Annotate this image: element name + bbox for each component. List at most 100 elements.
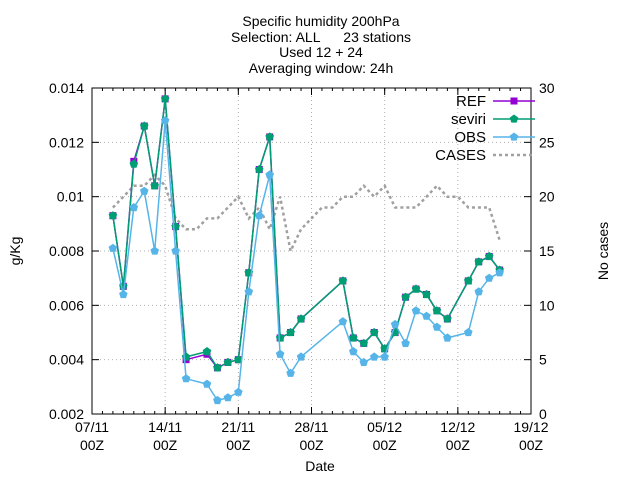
data-point-seviri	[338, 276, 348, 285]
data-point-obs	[265, 170, 274, 179]
title-line-3: Used 12 + 24	[279, 44, 363, 60]
data-point-seviri	[213, 363, 222, 372]
data-point-obs	[349, 347, 358, 356]
legend-item-seviri: seviri	[451, 111, 535, 128]
data-point-obs	[359, 357, 368, 366]
data-point-obs	[213, 395, 222, 405]
y2-tick-label: 25	[539, 134, 555, 150]
y2-tick-label: 30	[539, 80, 555, 96]
x-tick-label-date: 28/11	[295, 419, 329, 435]
y-tick-label: 0.006	[49, 297, 84, 313]
data-point-seviri	[202, 347, 212, 356]
data-point-seviri	[275, 333, 285, 342]
x-tick-label-date: 07/11	[75, 419, 109, 435]
data-point-obs	[234, 387, 243, 396]
x-tick-label-date: 12/12	[440, 419, 475, 435]
data-point-obs	[369, 352, 379, 361]
y2-tick-label: 15	[539, 243, 555, 259]
chart-title: Specific humidity 200hPa Selection: ALL …	[231, 13, 411, 76]
legend-label: REF	[456, 93, 486, 110]
legend-marker	[509, 132, 519, 141]
legend-label: OBS	[454, 129, 486, 146]
y2-axis-label: No cases	[595, 222, 611, 280]
data-point-obs	[160, 116, 170, 125]
y-tick-label: 0.014	[49, 80, 84, 96]
data-point-seviri	[464, 276, 473, 285]
data-point-seviri	[181, 352, 191, 361]
legend-marker	[510, 97, 518, 105]
legend-label: seviri	[451, 111, 486, 128]
data-point-obs	[401, 338, 410, 347]
x-axis-label: Date	[305, 458, 335, 474]
y2-tick-label: 0	[539, 406, 547, 422]
data-point-seviri	[286, 328, 295, 337]
data-point-obs	[223, 393, 233, 402]
y-tick-label: 0.004	[49, 352, 84, 368]
title-line-2: Selection: ALL 23 stations	[231, 29, 411, 45]
x-tick-label-date: 05/12	[367, 419, 402, 435]
y-tick-label: 0.002	[49, 406, 84, 422]
data-point-obs	[380, 352, 389, 361]
data-point-obs	[443, 333, 452, 342]
y-tick-label: 0.008	[49, 243, 84, 259]
y2-tick-label: 20	[539, 189, 555, 205]
legend-marker	[509, 114, 519, 123]
data-point-obs	[140, 186, 149, 195]
legend-item-ref: REF	[456, 93, 535, 110]
data-point-obs	[411, 306, 421, 315]
data-point-obs	[255, 211, 264, 220]
data-point-obs	[296, 352, 306, 361]
y2-tick-label: 10	[539, 297, 555, 313]
series-line-seviri	[112, 98, 501, 369]
data-point-seviri	[108, 211, 118, 220]
x-tick-label-time: 00Z	[80, 437, 105, 453]
data-point-seviri	[401, 292, 410, 301]
data-point-obs	[338, 317, 348, 326]
data-point-seviri	[265, 132, 274, 141]
data-point-obs	[181, 374, 191, 383]
legend-item-cases: CASES	[435, 147, 535, 164]
y-tick-label: 0.012	[49, 134, 84, 150]
data-point-seviri	[369, 328, 379, 337]
x-tick-label-time: 00Z	[299, 437, 324, 453]
y2-tick-label: 5	[539, 352, 547, 368]
series-line-ref	[112, 98, 501, 369]
data-point-seviri	[443, 314, 452, 323]
y-axis-label: g/Kg	[7, 237, 23, 266]
data-point-obs	[171, 246, 180, 255]
data-point-obs	[286, 368, 295, 377]
data-point-seviri	[160, 94, 170, 103]
x-tick-label-time: 00Z	[373, 437, 398, 453]
axes: 0.002 0.004 0.006 0.008 0.01 0.012 0.014 0 5 10 15…	[49, 80, 555, 453]
series-seviri	[108, 94, 504, 372]
data-point-obs	[422, 311, 431, 320]
data-point-obs	[244, 287, 254, 296]
legend-item-obs: OBS	[454, 129, 535, 146]
data-point-seviri	[422, 290, 431, 299]
x-tick-label-time: 00Z	[226, 437, 251, 453]
data-point-seviri	[234, 355, 243, 364]
data-point-seviri	[140, 121, 149, 130]
data-point-obs	[129, 203, 139, 212]
data-point-seviri	[255, 165, 264, 174]
data-point-obs	[495, 268, 504, 277]
data-point-seviri	[129, 159, 139, 168]
data-point-seviri	[223, 357, 233, 366]
data-point-obs	[108, 243, 118, 252]
data-point-obs	[119, 290, 128, 299]
series-layer	[108, 94, 504, 405]
data-point-obs	[202, 379, 212, 388]
data-point-obs	[464, 328, 473, 337]
series-line-cases	[112, 173, 501, 255]
y-tick-label: 0.01	[57, 189, 84, 205]
title-line-4: Averaging window: 24h	[249, 60, 394, 76]
data-point-seviri	[296, 314, 306, 323]
x-tick-label-time: 00Z	[446, 437, 471, 453]
x-tick-label-date: 14/11	[148, 419, 182, 435]
x-tick-label-date: 21/11	[221, 419, 255, 435]
title-line-1: Specific humidity 200hPa	[242, 13, 399, 29]
data-point-obs	[484, 273, 494, 282]
x-tick-label-time: 00Z	[519, 437, 544, 453]
